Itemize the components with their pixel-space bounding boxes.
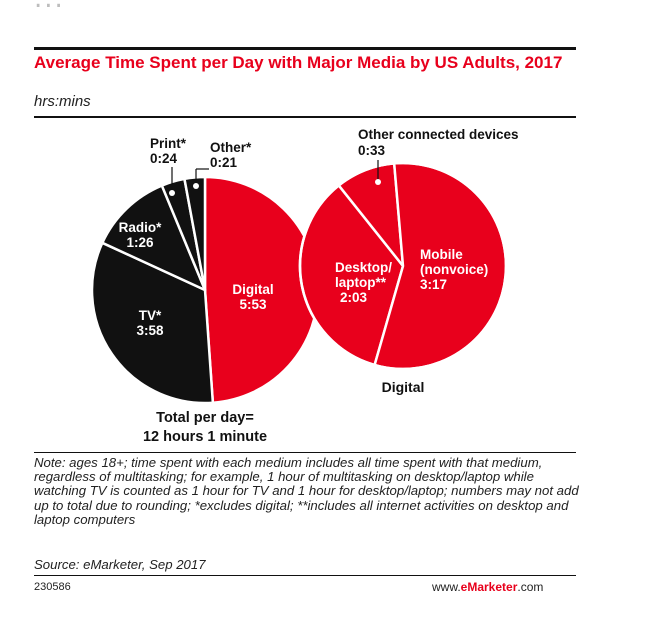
label-mobile-value: 3:17 [420, 277, 447, 292]
bottom-rule [34, 575, 576, 576]
leader-other-devices-dot [375, 179, 381, 185]
note-rule [34, 452, 576, 453]
chart-subtitle: hrs:mins [34, 93, 91, 110]
label-desktop: Desktop/laptop** [335, 260, 392, 290]
digital-pie-outline [298, 161, 508, 371]
total-slice-4 [183, 175, 207, 292]
brand-url: www.eMarketer.com [432, 580, 543, 594]
chart-title: Average Time Spent per Day with Major Me… [34, 53, 563, 72]
label-digital: Digital 5:53 [232, 282, 273, 312]
digital-pie-caption: Digital [382, 379, 425, 395]
chart-id: 230586 [34, 581, 71, 593]
total-line-1: Total per day= [156, 410, 254, 426]
pie-chart: Digital 5:53 TV* 3:58 Radio* 1:26 Print* 0:24 Ot… [90, 127, 519, 445]
slice-labels: Digital 5:53 TV* 3:58 Radio* 1:26 Print* 0:24 Ot… [119, 127, 519, 445]
total-media-pie [90, 175, 320, 405]
digital-breakdown-pie [298, 161, 508, 371]
label-print: Print* 0:24 [150, 136, 187, 166]
source-line: Source: eMarketer, Sep 2017 [34, 557, 206, 572]
label-other-devices-value: 0:33 [358, 143, 386, 158]
total-line-2: 12 hours 1 minute [143, 429, 267, 445]
label-desktop-value: 2:03 [340, 290, 368, 305]
label-other-value: 0:21 [210, 155, 238, 170]
brand-name: eMarketer [460, 580, 518, 594]
total-slice-2 [101, 184, 207, 292]
footnote: Note: ages 18+; time spent with each med… [34, 455, 579, 527]
label-other: Other* [210, 140, 252, 155]
label-other-devices: Other connected devices [358, 127, 519, 142]
cropped-header-text: ... [34, 0, 65, 14]
leader-other-dot [193, 183, 199, 189]
brand-suffix: .com [517, 580, 544, 594]
top-rule [34, 47, 576, 50]
brand-prefix: www. [432, 580, 461, 594]
total-slice-1 [90, 241, 215, 405]
label-tv: TV* 3:58 [136, 308, 164, 338]
label-mobile: Mobile (nonvoice) [420, 247, 488, 277]
leader-print-dot [169, 190, 175, 196]
label-radio: Radio* 1:26 [119, 220, 163, 250]
title-rule [34, 116, 576, 118]
